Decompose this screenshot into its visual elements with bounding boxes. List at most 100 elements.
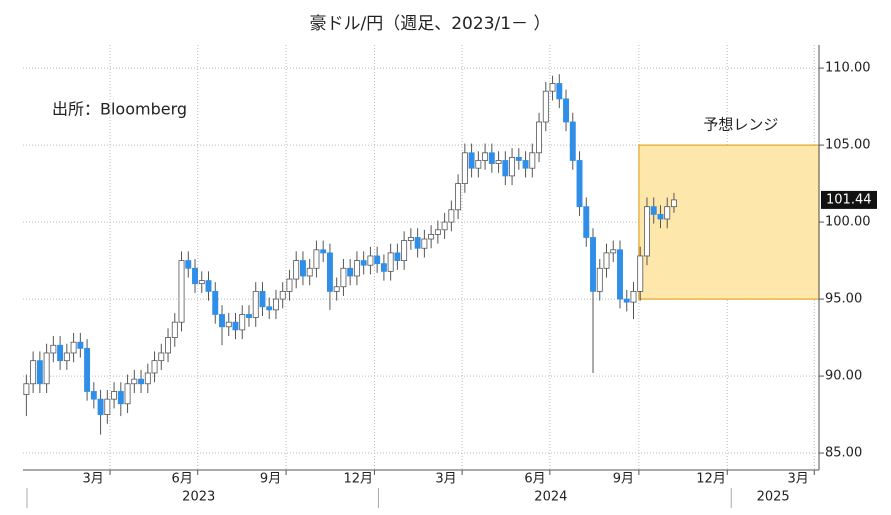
x-tick-label: 9月	[260, 472, 281, 487]
candle-body	[70, 341, 77, 354]
candle-body	[225, 321, 232, 328]
y-tick-label: 105.00	[825, 138, 871, 153]
candle-body	[279, 290, 286, 300]
candle-body	[421, 238, 428, 249]
candle-body	[185, 260, 192, 269]
candle-body	[448, 209, 455, 223]
candle-body	[178, 260, 185, 323]
chart-title: 豪ドル/円（週足、2023/1－ ）	[310, 13, 551, 34]
candle-body	[111, 391, 118, 400]
candle-body	[340, 267, 347, 288]
candle-body	[569, 121, 576, 161]
x-tick-label: 12月	[696, 472, 726, 487]
candle-body	[394, 252, 401, 261]
x-tick-label: 6月	[172, 472, 193, 487]
candle-body	[36, 360, 43, 385]
candle-body	[563, 98, 569, 123]
candle-body	[90, 391, 97, 400]
y-tick-label: 95.00	[825, 292, 862, 307]
candle-body	[151, 360, 158, 374]
candle-body	[320, 249, 327, 254]
candle-body	[407, 237, 414, 241]
x-tick-label: 12月	[343, 472, 373, 487]
candle-body	[482, 152, 489, 161]
candle-body	[590, 237, 596, 292]
candle-body	[273, 298, 279, 311]
candle-body	[475, 160, 482, 169]
x-tick-label: 3月	[787, 472, 808, 487]
candle-body	[374, 255, 381, 265]
candle-body	[367, 255, 374, 266]
candle-body	[63, 352, 70, 362]
candle-body	[542, 90, 549, 123]
candle-body	[522, 160, 529, 169]
candle-body	[23, 383, 30, 395]
candle-body	[650, 206, 657, 215]
candle-body	[549, 83, 556, 92]
year-label: 2024	[534, 490, 567, 505]
candle-body	[434, 229, 441, 235]
candle-body	[360, 260, 367, 266]
candle-body	[502, 160, 509, 177]
candle-body	[380, 263, 387, 272]
candle-body	[50, 344, 57, 354]
forecast-range	[638, 144, 820, 300]
candle-body	[468, 152, 475, 169]
candle-body	[488, 152, 495, 164]
candle-body	[630, 290, 637, 303]
candle-body	[97, 398, 104, 415]
candle-body	[77, 341, 84, 349]
x-tick-label: 3月	[83, 472, 104, 487]
candle-body	[313, 249, 320, 269]
candle-body	[583, 206, 590, 238]
candle-body	[117, 391, 124, 405]
candle-body	[610, 249, 617, 254]
candle-body	[461, 152, 468, 184]
year-label: 2025	[757, 490, 790, 505]
price-tag	[821, 190, 877, 209]
candle-body	[603, 252, 610, 269]
candle-body	[326, 252, 333, 292]
candle-body	[623, 298, 630, 303]
candle-body	[664, 206, 671, 220]
x-tick-label: 6月	[524, 472, 545, 487]
candle-body	[205, 280, 212, 292]
y-tick-label: 100.00	[825, 215, 871, 230]
candle-body	[299, 260, 306, 277]
candle-body	[252, 290, 259, 318]
candle-body	[198, 280, 205, 285]
candle-body	[515, 157, 522, 161]
candle-body	[131, 378, 138, 385]
candle-body	[428, 234, 435, 240]
candle-body	[84, 347, 91, 392]
candle-body	[293, 260, 300, 280]
candle-body	[414, 237, 421, 249]
candle-body	[30, 360, 37, 385]
candle-body	[246, 314, 252, 318]
candle-body	[347, 267, 354, 277]
y-tick-label: 90.00	[825, 369, 862, 384]
candle-body	[596, 267, 603, 292]
candle-body	[165, 337, 171, 354]
candle-body	[57, 344, 64, 362]
candle-body	[556, 83, 563, 100]
candle-body	[576, 160, 583, 208]
candle-body	[333, 286, 340, 292]
candle-body	[266, 306, 273, 311]
candle-body	[353, 260, 360, 277]
candle-body	[158, 352, 165, 362]
candle-body	[239, 314, 246, 331]
candle-body	[495, 160, 502, 164]
candle-body	[509, 157, 516, 177]
candle-body	[529, 152, 536, 169]
price-tag-label: 101.44	[826, 192, 872, 207]
candle-body	[138, 378, 145, 385]
candle-body	[43, 352, 50, 385]
year-label: 2023	[182, 490, 215, 505]
candle-body	[104, 398, 111, 415]
candle-body	[286, 278, 293, 292]
candle-body	[387, 252, 394, 272]
candle-body	[306, 267, 313, 277]
candle-body	[219, 314, 225, 328]
